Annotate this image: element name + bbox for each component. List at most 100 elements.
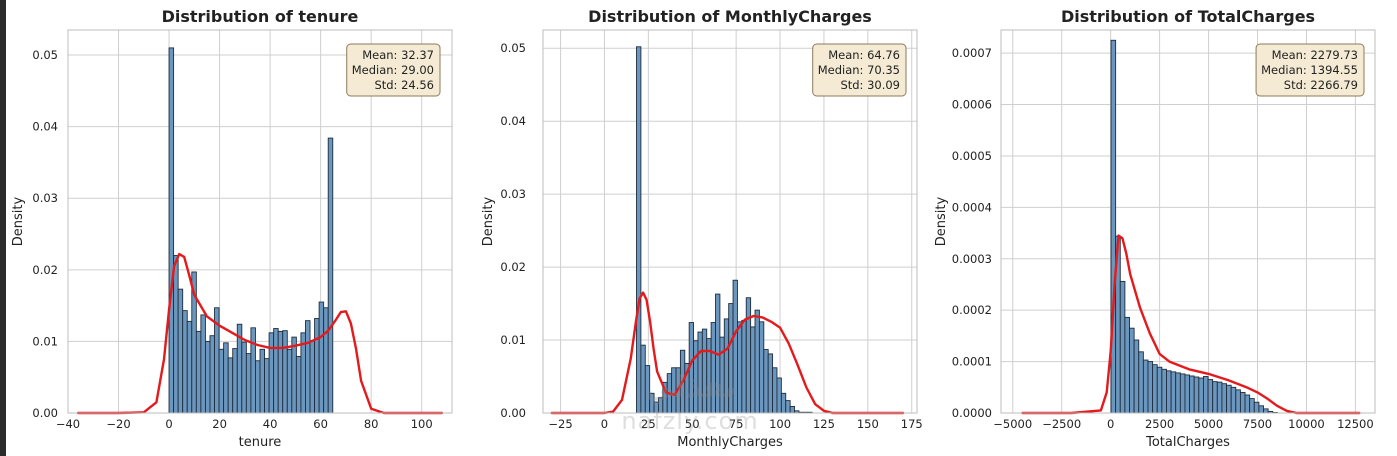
x-tick-label: 25 xyxy=(641,417,656,431)
y-axis-label: Density xyxy=(934,196,949,246)
histogram-bar xyxy=(1138,351,1144,414)
histogram-bar xyxy=(264,358,270,414)
histogram-bar xyxy=(273,328,279,414)
histogram-bar xyxy=(182,310,188,414)
histogram-bar xyxy=(186,320,193,414)
histogram-bar xyxy=(323,307,329,414)
histogram-bar xyxy=(218,348,225,414)
histogram-bar xyxy=(1110,39,1117,414)
histogram-bar xyxy=(1239,391,1246,414)
histogram-bar xyxy=(223,342,229,414)
x-tick-label: 0 xyxy=(1107,417,1114,431)
kde-line xyxy=(550,291,905,415)
y-tick-label: 0.00 xyxy=(500,406,526,420)
x-tick-label: 50 xyxy=(685,417,700,431)
histogram-bar xyxy=(309,340,316,414)
y-tick-label: 0.03 xyxy=(32,191,58,205)
kde-line xyxy=(1021,234,1361,415)
x-tick-label: 0 xyxy=(165,417,172,431)
histogram-bar xyxy=(1212,381,1218,414)
y-tick-label: 0.0000 xyxy=(952,406,992,420)
histogram-bar xyxy=(1147,361,1154,414)
histogram-bar xyxy=(327,137,334,414)
y-tick-label: 0.05 xyxy=(500,41,526,55)
chart-title: Distribution of tenure xyxy=(162,7,359,26)
y-tick-label: 0.0002 xyxy=(952,303,992,317)
histogram-bar xyxy=(1230,386,1237,414)
histogram-bar xyxy=(241,341,247,414)
plot-frame xyxy=(542,29,918,414)
x-tick-label: 2500 xyxy=(1145,417,1174,431)
histogram-bar xyxy=(282,330,288,414)
histogram-bar xyxy=(1166,370,1172,414)
chart-2: −25 0 25 50 75 100 125 150 175 0.00 0.01 0.02 0.03 0.… xyxy=(481,7,923,450)
x-tick-label: 100 xyxy=(411,417,433,431)
y-tick-label: 0.01 xyxy=(32,334,58,348)
y-tick-label: 0.03 xyxy=(500,187,526,201)
histogram-bar xyxy=(1258,405,1264,414)
histogram-bar xyxy=(209,335,215,414)
stats-median: Median: 29.00 xyxy=(352,63,434,77)
stats-mean: Mean: 32.37 xyxy=(362,48,434,62)
histogram-bar xyxy=(259,348,265,414)
y-tick-label: 0.01 xyxy=(500,333,526,347)
chart-1: −40 −20 0 20 40 60 80 100 0.00 0.01 0.02 0.03 0.04 0.… xyxy=(11,7,453,450)
histogram-bar xyxy=(291,336,297,414)
histogram-bar xyxy=(1263,408,1269,414)
histogram-bar xyxy=(1156,366,1163,414)
histogram-bar xyxy=(1244,394,1251,414)
histogram-bar xyxy=(245,353,252,414)
histogram-bar xyxy=(168,47,175,414)
x-tick-label: −40 xyxy=(56,417,80,431)
histogram-bar xyxy=(177,288,184,414)
stats-median: Median: 1394.55 xyxy=(1261,63,1358,77)
x-tick-label: 20 xyxy=(212,417,227,431)
y-tick-label: 0.05 xyxy=(32,48,58,62)
stats-box xyxy=(1255,43,1365,97)
watermark-arabic: نفذلي xyxy=(644,370,736,405)
histogram-bar xyxy=(1216,381,1223,414)
histogram-bar xyxy=(173,255,179,414)
histogram-bar xyxy=(1119,280,1126,414)
histogram-bar xyxy=(1235,389,1241,414)
stats-mean: Mean: 64.76 xyxy=(828,48,900,62)
histogram-bar xyxy=(1198,377,1204,414)
histogram-bar xyxy=(1161,368,1167,414)
chart-3: −5000 −2500 0 2500 5000 7500 10000 12500 0.0000 0… xyxy=(934,7,1376,450)
x-tick-label: 125 xyxy=(813,417,835,431)
histogram-bar xyxy=(250,327,256,414)
x-tick-label: 150 xyxy=(857,417,879,431)
histogram-bar xyxy=(1170,371,1177,414)
kde-line xyxy=(76,252,444,415)
histogram-bar xyxy=(789,405,795,414)
histogram-bar xyxy=(1142,359,1149,414)
histogram-bar xyxy=(1175,372,1181,414)
histogram-bar xyxy=(200,314,206,414)
plot-frame xyxy=(67,29,453,414)
histogram-bar xyxy=(1133,339,1140,414)
histogram-bar xyxy=(1129,327,1135,414)
x-tick-label: 12500 xyxy=(1337,417,1374,431)
stats-std: Std: 24.56 xyxy=(374,78,434,92)
stats-std: Std: 30.09 xyxy=(840,78,900,92)
x-tick-label: 0 xyxy=(601,417,608,431)
histogram-bar xyxy=(255,360,261,414)
histogram-bar xyxy=(227,357,234,414)
histogram-bar xyxy=(305,320,311,414)
x-tick-label: 10000 xyxy=(1288,417,1325,431)
x-tick-label: 40 xyxy=(263,417,278,431)
chart-title: Distribution of MonthlyCharges xyxy=(588,7,872,26)
x-tick-label: 7500 xyxy=(1243,417,1272,431)
histogram-bar xyxy=(1253,401,1260,414)
histogram-bar xyxy=(1193,376,1200,414)
watermark: نفذلي nafzly.com xyxy=(590,370,790,456)
y-tick-label: 0.0004 xyxy=(952,200,992,214)
stats-median: Median: 70.35 xyxy=(818,63,900,77)
y-tick-label: 0.0003 xyxy=(952,252,992,266)
left-edge-strip xyxy=(0,0,6,456)
y-tick-label: 0.02 xyxy=(500,260,526,274)
histogram-bar xyxy=(1189,375,1195,414)
y-tick-label: 0.0007 xyxy=(952,46,992,60)
